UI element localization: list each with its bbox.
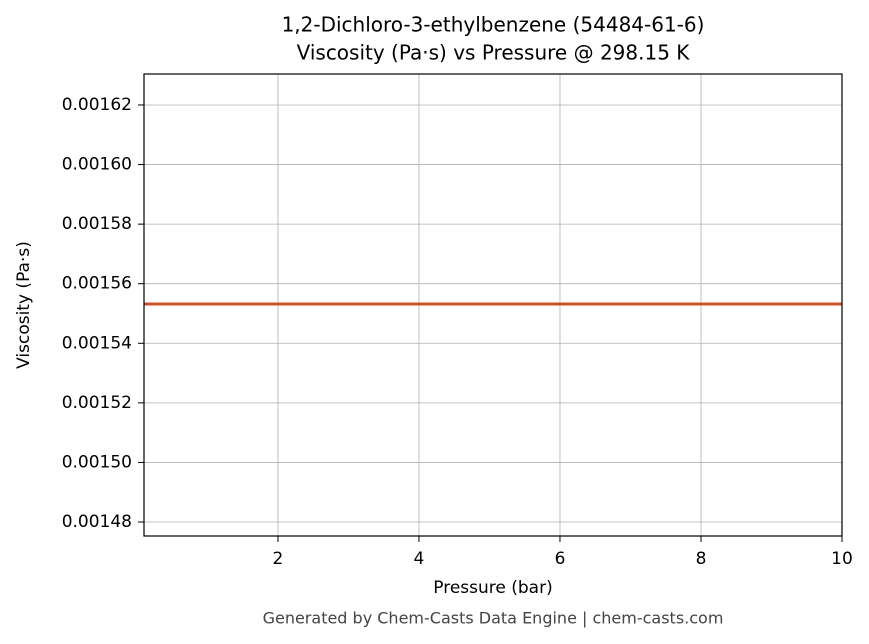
x-tick-label: 2 — [273, 549, 284, 569]
y-tick-label: 0.00160 — [62, 155, 132, 175]
x-tick-label: 6 — [555, 549, 566, 569]
chart-title: 1,2-Dichloro-3-ethylbenzene (54484-61-6) — [282, 13, 705, 37]
y-tick-label: 0.00150 — [62, 452, 132, 472]
x-tick-label: 8 — [696, 549, 707, 569]
chart-subtitle: Viscosity (Pa·s) vs Pressure @ 298.15 K — [297, 41, 691, 65]
plot-frame — [143, 73, 843, 537]
y-axis-label: Viscosity (Pa·s) — [14, 241, 34, 369]
y-tick-label: 0.00154 — [62, 333, 132, 353]
x-tick-label: 4 — [414, 549, 425, 569]
y-tick-label: 0.00156 — [62, 274, 132, 294]
x-tick-label: 10 — [831, 549, 853, 569]
y-tick-label: 0.00162 — [62, 95, 132, 115]
y-tick-label: 0.00152 — [62, 393, 132, 413]
y-tick-label: 0.00148 — [62, 512, 132, 532]
x-axis-label: Pressure (bar) — [433, 578, 552, 598]
footnote: Generated by Chem-Casts Data Engine | ch… — [263, 609, 724, 628]
y-tick-label: 0.00158 — [62, 214, 132, 234]
